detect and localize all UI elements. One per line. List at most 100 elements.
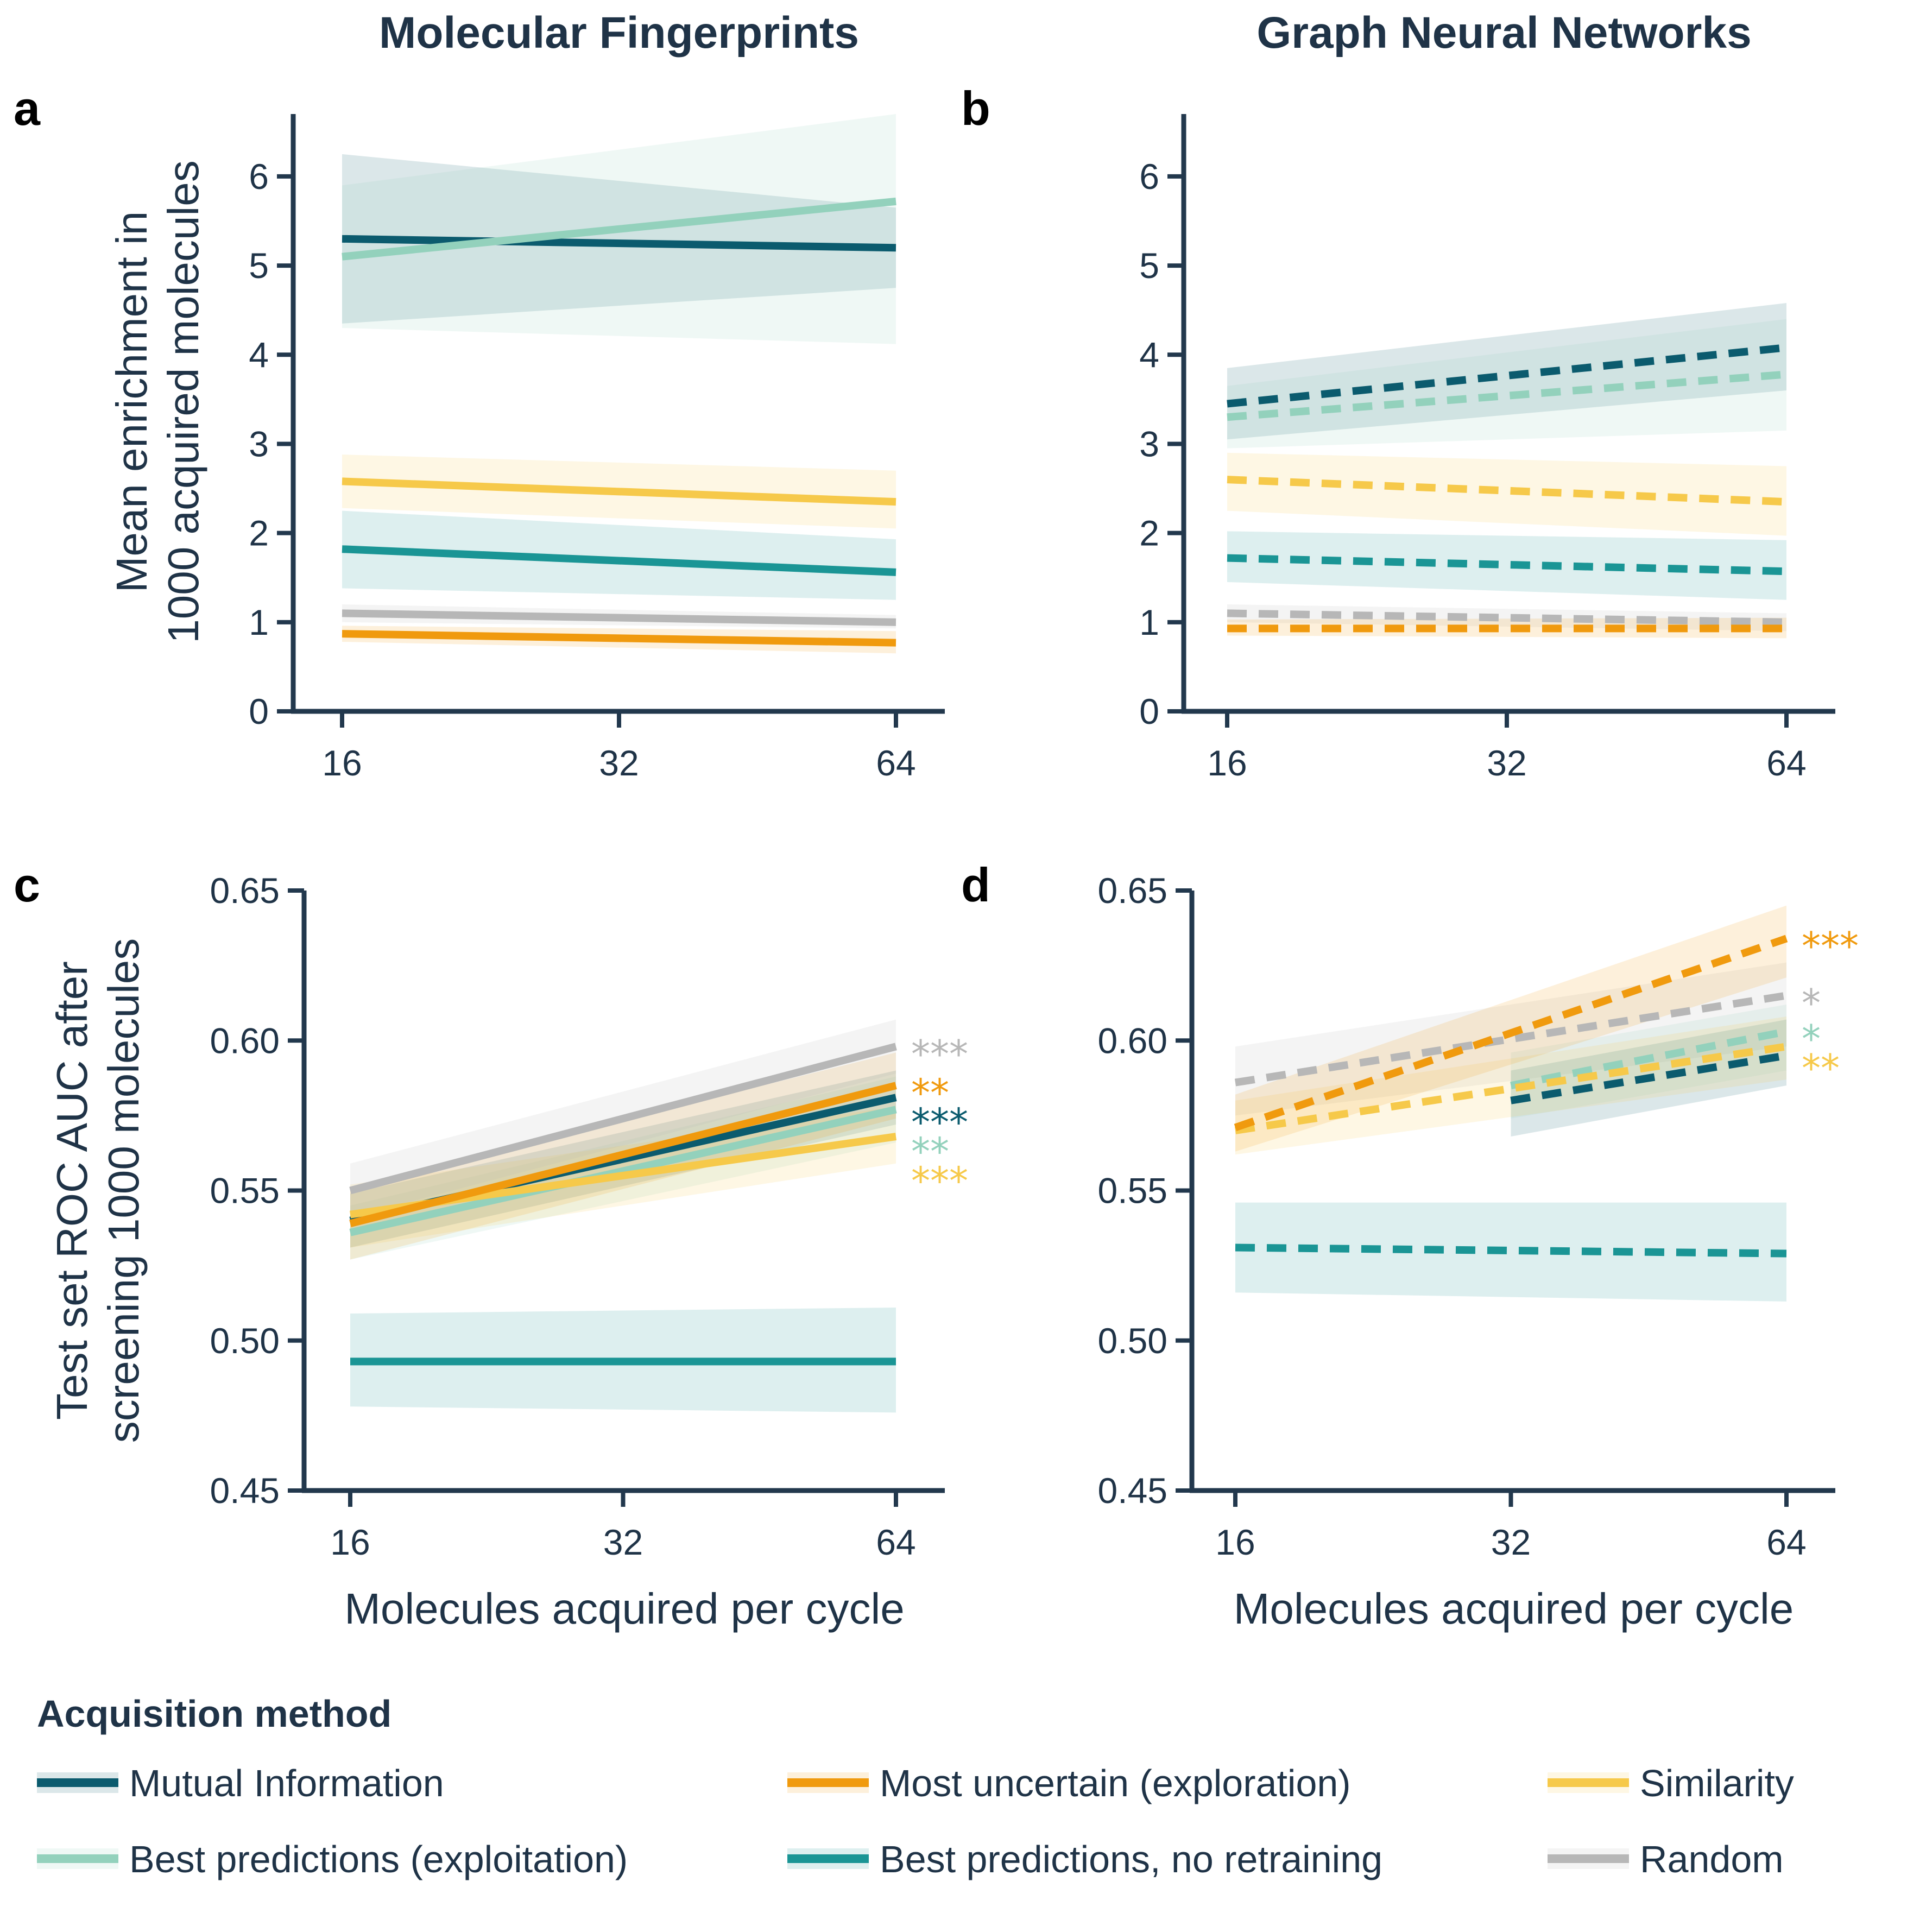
y-tick-label: 0.65 bbox=[1098, 870, 1167, 911]
y-tick-label: 0.50 bbox=[210, 1321, 280, 1361]
significance-rand: *** bbox=[911, 1032, 968, 1076]
ci-bands bbox=[1235, 905, 1786, 1302]
panel-letter: c bbox=[14, 858, 40, 912]
y-tick-label: 0.55 bbox=[210, 1171, 280, 1211]
x-tick-label: 64 bbox=[1766, 743, 1806, 783]
y-tick-label: 0.60 bbox=[210, 1020, 280, 1060]
y-axis-label: Test set ROC AUC after bbox=[48, 961, 96, 1420]
y-tick-label: 4 bbox=[1139, 334, 1159, 375]
y-tick-label: 0.55 bbox=[1098, 1171, 1167, 1211]
y-tick-label: 0.50 bbox=[1098, 1321, 1167, 1361]
y-tick-label: 1 bbox=[249, 602, 269, 642]
x-tick-label: 32 bbox=[603, 1522, 643, 1562]
series-line-mu bbox=[342, 630, 896, 647]
significance-rand: * bbox=[1802, 981, 1821, 1025]
series-line-mi bbox=[342, 235, 896, 252]
panel-letter: d bbox=[961, 858, 990, 912]
y-tick-label: 5 bbox=[1139, 245, 1159, 286]
series-line-bpnr bbox=[342, 545, 896, 576]
x-axis-label: Molecules acquired per cycle bbox=[344, 1584, 905, 1633]
series-line-bpnr bbox=[1235, 1243, 1787, 1258]
series-line-bp bbox=[349, 1106, 897, 1236]
series-lines bbox=[342, 197, 896, 647]
y-tick-label: 2 bbox=[249, 513, 269, 553]
legend-item-sim: Similarity bbox=[1548, 1762, 1794, 1804]
significance-bp: * bbox=[1802, 1017, 1821, 1062]
panel-letter: b bbox=[961, 81, 990, 135]
y-tick-label: 6 bbox=[249, 156, 269, 197]
y-tick-label: 0 bbox=[249, 691, 269, 731]
legend-label: Best predictions (exploitation) bbox=[129, 1838, 628, 1880]
y-tick-label: 6 bbox=[1139, 156, 1159, 197]
legend-label: Most uncertain (exploration) bbox=[880, 1762, 1351, 1804]
legend: Acquisition method Mutual Information Bes… bbox=[37, 1693, 1794, 1880]
x-tick-label: 32 bbox=[599, 743, 639, 783]
significance-sim: ** bbox=[1802, 1046, 1840, 1091]
significance-mu: ** bbox=[911, 1071, 949, 1115]
significance-mu: *** bbox=[1802, 924, 1859, 968]
legend-item-mi: Mutual Information bbox=[37, 1762, 444, 1804]
x-axis-label: Molecules acquired per cycle bbox=[1234, 1584, 1794, 1633]
x-tick-label: 64 bbox=[876, 743, 915, 783]
column-title-fingerprints: Molecular Fingerprints bbox=[379, 8, 859, 58]
x-tick-label: 64 bbox=[1766, 1522, 1806, 1562]
y-tick-label: 1 bbox=[1139, 602, 1159, 642]
panel-a: a 0 1 2 3 4 5 6 16 32 64 Mean enrichment in 1000 acq… bbox=[14, 81, 945, 783]
ci-band-bpnr bbox=[1235, 1202, 1786, 1302]
ci-band-sim bbox=[1227, 452, 1786, 536]
column-title-gnn: Graph Neural Networks bbox=[1256, 8, 1751, 58]
legend-label: Mutual Information bbox=[129, 1762, 444, 1804]
series-line-rand bbox=[342, 609, 896, 626]
y-tick-label: 0 bbox=[1139, 691, 1159, 731]
x-tick-label: 16 bbox=[322, 743, 362, 783]
legend-label: Best predictions, no retraining bbox=[880, 1838, 1382, 1880]
x-tick-label: 16 bbox=[1215, 1522, 1255, 1562]
series-line-mu bbox=[349, 1082, 897, 1228]
x-tick-label: 32 bbox=[1487, 743, 1526, 783]
significance-bp: ** bbox=[911, 1129, 949, 1174]
y-axis-label: Mean enrichment in bbox=[108, 211, 156, 593]
y-tick-label: 2 bbox=[1139, 513, 1159, 553]
series-line-mu bbox=[1234, 935, 1788, 1132]
series-line-bp bbox=[1510, 1027, 1788, 1089]
series-line-rand bbox=[349, 1043, 897, 1195]
x-tick-label: 64 bbox=[876, 1522, 915, 1562]
ci-band-bpnr bbox=[342, 510, 896, 600]
legend-item-bpnr: Best predictions, no retraining bbox=[787, 1838, 1382, 1880]
legend-item-mu: Most uncertain (exploration) bbox=[787, 1762, 1351, 1804]
ci-band-bpnr bbox=[1227, 531, 1786, 600]
x-tick-label: 32 bbox=[1491, 1522, 1531, 1562]
y-tick-label: 0.65 bbox=[210, 870, 280, 911]
significance-sim: *** bbox=[911, 1159, 968, 1203]
x-tick-label: 16 bbox=[330, 1522, 370, 1562]
ci-band-mu bbox=[1235, 905, 1786, 1152]
legend-label: Similarity bbox=[1640, 1762, 1794, 1804]
legend-item-bp: Best predictions (exploitation) bbox=[37, 1838, 628, 1880]
y-tick-label: 4 bbox=[249, 334, 269, 375]
significance-mi: *** bbox=[911, 1100, 968, 1145]
ci-band-rand bbox=[1235, 962, 1786, 1116]
x-tick-label: 16 bbox=[1207, 743, 1247, 783]
panel-c: c 0.45 0.50 0.55 0.60 0.65 16 32 64 Molecules acq… bbox=[14, 858, 968, 1633]
legend-item-rand: Random bbox=[1548, 1838, 1784, 1880]
series-lines bbox=[349, 1043, 897, 1366]
y-tick-label: 0.60 bbox=[1098, 1020, 1167, 1060]
panel-b: b 0 1 2 3 4 5 6 16 32 64 bbox=[961, 81, 1835, 783]
series-line-sim bbox=[342, 477, 896, 506]
y-tick-label: 5 bbox=[249, 245, 269, 286]
y-tick-label: 3 bbox=[1139, 424, 1159, 464]
y-axis-label: 1000 acquired molecules bbox=[159, 160, 207, 643]
y-tick-label: 0.45 bbox=[1098, 1470, 1167, 1511]
ci-band-bp bbox=[1227, 319, 1786, 449]
panel-letter: a bbox=[14, 81, 41, 135]
series-line-bp bbox=[342, 197, 896, 261]
legend-label: Random bbox=[1640, 1838, 1784, 1880]
ci-band-mi bbox=[342, 154, 896, 324]
y-tick-label: 3 bbox=[249, 424, 269, 464]
ci-bands bbox=[342, 114, 896, 654]
y-tick-label: 0.45 bbox=[210, 1470, 280, 1511]
ci-band-rand bbox=[1227, 604, 1786, 632]
series-line-mi bbox=[1510, 1051, 1788, 1104]
